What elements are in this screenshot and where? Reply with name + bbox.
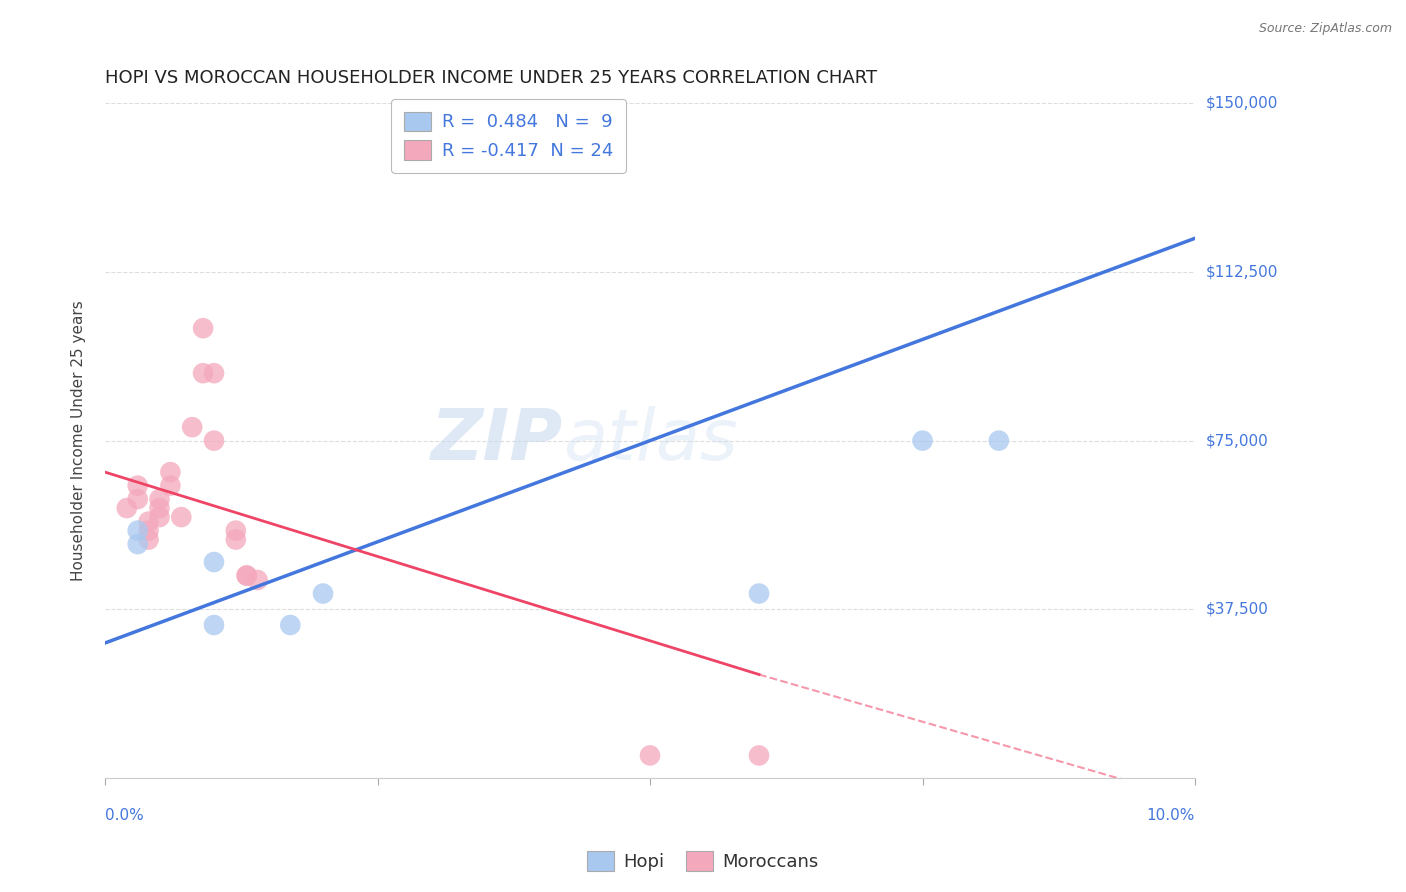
Point — [202, 618, 225, 632]
Y-axis label: Householder Income Under 25 years: Householder Income Under 25 years — [72, 301, 86, 581]
Text: 0.0%: 0.0% — [105, 808, 143, 823]
Legend: R =  0.484   N =  9, R = -0.417  N = 24: R = 0.484 N = 9, R = -0.417 N = 24 — [391, 99, 626, 173]
Point — [202, 434, 225, 448]
Point — [148, 501, 170, 516]
Point — [235, 568, 257, 582]
Point — [148, 492, 170, 507]
Text: $75,000: $75,000 — [1206, 434, 1268, 448]
Point — [202, 366, 225, 380]
Text: $112,500: $112,500 — [1206, 265, 1278, 279]
Point — [748, 748, 770, 763]
Point — [312, 586, 335, 600]
Point — [748, 586, 770, 600]
Point — [181, 420, 204, 434]
Point — [191, 366, 214, 380]
Point — [278, 618, 301, 632]
Point — [246, 573, 269, 587]
Point — [115, 501, 138, 516]
Point — [987, 434, 1010, 448]
Legend: Hopi, Moroccans: Hopi, Moroccans — [581, 844, 825, 879]
Point — [148, 510, 170, 524]
Point — [170, 510, 193, 524]
Point — [159, 478, 181, 492]
Point — [138, 524, 160, 538]
Point — [127, 478, 149, 492]
Point — [235, 568, 257, 582]
Point — [127, 524, 149, 538]
Text: 10.0%: 10.0% — [1147, 808, 1195, 823]
Point — [638, 748, 661, 763]
Text: atlas: atlas — [562, 406, 737, 475]
Point — [202, 555, 225, 569]
Point — [127, 537, 149, 551]
Text: $37,500: $37,500 — [1206, 602, 1270, 616]
Point — [138, 515, 160, 529]
Text: Source: ZipAtlas.com: Source: ZipAtlas.com — [1258, 22, 1392, 36]
Point — [138, 533, 160, 547]
Point — [225, 533, 247, 547]
Text: $150,000: $150,000 — [1206, 95, 1278, 111]
Text: HOPI VS MOROCCAN HOUSEHOLDER INCOME UNDER 25 YEARS CORRELATION CHART: HOPI VS MOROCCAN HOUSEHOLDER INCOME UNDE… — [105, 69, 877, 87]
Text: ZIP: ZIP — [430, 406, 562, 475]
Point — [159, 465, 181, 479]
Point — [127, 492, 149, 507]
Point — [225, 524, 247, 538]
Point — [911, 434, 934, 448]
Point — [191, 321, 214, 335]
